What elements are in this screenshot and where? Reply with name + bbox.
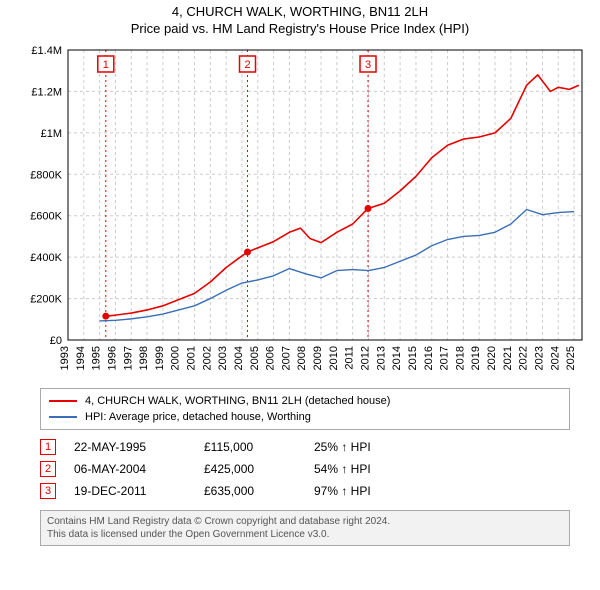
x-tick-label: 1995 xyxy=(91,346,103,370)
event-marker-number: 1 xyxy=(103,59,109,71)
x-tick-label: 2016 xyxy=(423,346,435,370)
y-tick-label: £1.4M xyxy=(31,45,62,57)
event-marker-box: 3 xyxy=(40,483,56,499)
y-tick-label: £0 xyxy=(50,335,62,347)
event-pct: 54% ↑ HPI xyxy=(314,462,434,476)
y-tick-label: £1M xyxy=(41,128,62,140)
sale-dot xyxy=(365,205,372,212)
legend-row: HPI: Average price, detached house, Wort… xyxy=(49,409,561,425)
chart-svg: £0 £200K £400K £600K £800K £1M £1.2M £1.4M 1993 1… xyxy=(10,42,590,382)
sale-dot xyxy=(102,313,109,320)
x-tick-label: 1996 xyxy=(106,346,118,370)
legend-swatch xyxy=(49,416,77,418)
x-tick-label: 2001 xyxy=(186,346,198,370)
legend-swatch xyxy=(49,400,77,402)
x-tick-label: 2003 xyxy=(217,346,229,370)
x-tick-label: 2012 xyxy=(359,346,371,370)
title-block: 4, CHURCH WALK, WORTHING, BN11 2LH Price… xyxy=(10,4,590,36)
event-row: 1 22-MAY-1995£115,00025% ↑ HPI xyxy=(40,436,570,458)
event-marker-box: 1 xyxy=(40,439,56,455)
legend-label: HPI: Average price, detached house, Wort… xyxy=(85,411,311,423)
event-date: 19-DEC-2011 xyxy=(74,484,204,498)
x-tick-label: 2006 xyxy=(265,346,277,370)
y-tick-label: £400K xyxy=(30,252,62,264)
event-marker-number: 3 xyxy=(365,59,371,71)
x-tick-label: 2009 xyxy=(312,346,324,370)
event-row: 2 06-MAY-2004£425,00054% ↑ HPI xyxy=(40,458,570,480)
x-tick-label: 2017 xyxy=(439,346,451,370)
event-marker-box: 2 xyxy=(40,461,56,477)
x-tick-label: 1998 xyxy=(138,346,150,370)
x-tick-label: 2013 xyxy=(375,346,387,370)
chart: £0 £200K £400K £600K £800K £1M £1.2M £1.4M 1993 1… xyxy=(10,42,590,382)
event-date: 22-MAY-1995 xyxy=(74,440,204,454)
y-tick-label: £200K xyxy=(30,294,62,306)
x-tick-label: 2022 xyxy=(518,346,530,370)
x-tick-label: 2002 xyxy=(201,346,213,370)
x-tick-label: 2023 xyxy=(533,346,545,370)
y-tick-label: £600K xyxy=(30,211,62,223)
event-pct: 97% ↑ HPI xyxy=(314,484,434,498)
events-table: 1 22-MAY-1995£115,00025% ↑ HPI 2 06-MAY-200… xyxy=(40,436,570,502)
event-price: £425,000 xyxy=(204,462,314,476)
x-tick-label: 2020 xyxy=(486,346,498,370)
event-price: £635,000 xyxy=(204,484,314,498)
x-tick-label: 2004 xyxy=(233,346,245,370)
legend-row: 4, CHURCH WALK, WORTHING, BN11 2LH (deta… xyxy=(49,393,561,409)
event-marker-number: 2 xyxy=(244,59,250,71)
x-tick-label: 2015 xyxy=(407,346,419,370)
x-tick-label: 2010 xyxy=(328,346,340,370)
title-line-2: Price paid vs. HM Land Registry's House … xyxy=(10,21,590,36)
x-tick-label: 1999 xyxy=(154,346,166,370)
x-tick-label: 2021 xyxy=(502,346,514,370)
x-tick-label: 1997 xyxy=(122,346,134,370)
x-tick-label: 2007 xyxy=(280,346,292,370)
y-tick-label: £1.2M xyxy=(31,86,62,98)
footnote: Contains HM Land Registry data © Crown c… xyxy=(40,510,570,546)
event-date: 06-MAY-2004 xyxy=(74,462,204,476)
footnote-line-2: This data is licensed under the Open Gov… xyxy=(47,528,563,541)
footnote-line-1: Contains HM Land Registry data © Crown c… xyxy=(47,515,563,528)
x-tick-label: 2018 xyxy=(454,346,466,370)
x-tick-label: 2005 xyxy=(249,346,261,370)
event-pct: 25% ↑ HPI xyxy=(314,440,434,454)
x-tick-label: 1994 xyxy=(75,346,87,370)
x-tick-label: 2024 xyxy=(549,346,561,370)
x-tick-label: 2011 xyxy=(344,346,356,370)
event-row: 3 19-DEC-2011£635,00097% ↑ HPI xyxy=(40,480,570,502)
x-tick-label: 2008 xyxy=(296,346,308,370)
y-tick-label: £800K xyxy=(30,169,62,181)
chart-container: 4, CHURCH WALK, WORTHING, BN11 2LH Price… xyxy=(0,0,600,552)
x-tick-label: 2000 xyxy=(170,346,182,370)
x-tick-label: 1993 xyxy=(59,346,71,370)
title-line-1: 4, CHURCH WALK, WORTHING, BN11 2LH xyxy=(10,4,590,19)
event-price: £115,000 xyxy=(204,440,314,454)
x-tick-label: 2019 xyxy=(470,346,482,370)
legend: 4, CHURCH WALK, WORTHING, BN11 2LH (deta… xyxy=(40,388,570,430)
sale-dot xyxy=(244,248,251,255)
legend-label: 4, CHURCH WALK, WORTHING, BN11 2LH (deta… xyxy=(85,395,390,407)
x-tick-label: 2014 xyxy=(391,346,403,370)
x-tick-label: 2025 xyxy=(565,346,577,370)
